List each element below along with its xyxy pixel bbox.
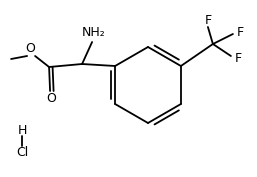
Text: O: O — [47, 93, 57, 105]
Text: O: O — [25, 41, 35, 55]
Text: F: F — [204, 15, 212, 27]
Text: Cl: Cl — [16, 147, 28, 159]
Text: NH₂: NH₂ — [82, 27, 106, 39]
Text: F: F — [234, 52, 242, 64]
Text: H: H — [17, 124, 27, 136]
Text: F: F — [236, 27, 243, 39]
